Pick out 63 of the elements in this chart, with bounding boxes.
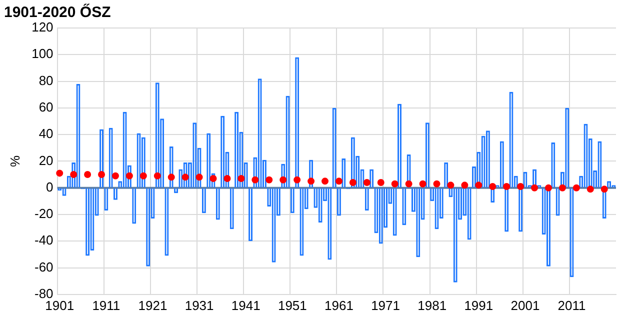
x-tick-label: 2001 — [510, 298, 540, 313]
point — [517, 183, 524, 190]
y-tick-label: 120 — [32, 20, 54, 35]
point — [56, 170, 64, 177]
point — [266, 176, 273, 184]
point — [140, 172, 147, 180]
point — [154, 172, 161, 180]
y-tick-label: 100 — [32, 46, 54, 62]
x-tick-label: 1931 — [184, 298, 214, 313]
y-tick-label: 80 — [38, 72, 54, 88]
point — [210, 175, 217, 182]
point — [544, 184, 552, 192]
point — [503, 183, 510, 190]
x-tick-label: 1961 — [324, 298, 354, 313]
point — [475, 182, 482, 189]
point — [280, 176, 287, 184]
x-tick-label: 1951 — [278, 298, 307, 313]
y-tick-label: 40 — [38, 126, 54, 142]
y-tick-label: 0 — [46, 179, 54, 194]
x-tick-label: 1911 — [92, 298, 120, 313]
point — [112, 172, 119, 180]
x-tick-label: 1941 — [231, 298, 260, 313]
x-tick-label: 1921 — [138, 298, 168, 313]
point — [363, 179, 370, 186]
point — [377, 179, 384, 186]
point — [572, 184, 580, 192]
point — [196, 174, 203, 181]
point — [252, 176, 259, 184]
point — [586, 186, 594, 193]
point — [70, 171, 78, 178]
point — [419, 180, 426, 188]
point — [335, 178, 342, 185]
point — [531, 184, 538, 192]
y-tick-label: -60 — [34, 259, 54, 274]
point — [294, 176, 301, 184]
point — [98, 171, 106, 178]
y-tick-label: 20 — [38, 152, 54, 168]
point — [322, 178, 329, 185]
x-tick-label: 1981 — [418, 298, 447, 313]
y-tick-label: -20 — [34, 206, 54, 222]
y-axis-title: % — [7, 154, 22, 167]
point — [600, 186, 608, 193]
point — [182, 174, 189, 181]
y-tick-label: 60 — [38, 100, 54, 114]
point — [489, 183, 496, 190]
point — [461, 182, 468, 189]
x-tick-label: 1991 — [464, 298, 494, 313]
y-tick-label: -40 — [34, 232, 54, 248]
chart-title: 1901-2020 ŐSZ — [4, 3, 111, 22]
point — [308, 178, 315, 185]
point — [168, 174, 175, 181]
point — [238, 175, 245, 182]
point — [84, 171, 92, 178]
point — [224, 175, 231, 182]
point — [433, 180, 440, 188]
x-tick-label: 2011 — [558, 298, 586, 313]
point — [349, 179, 356, 186]
point — [405, 180, 412, 188]
point — [126, 172, 133, 180]
point — [391, 180, 398, 188]
point — [558, 184, 566, 192]
point — [447, 182, 454, 189]
x-tick-label: 1971 — [371, 298, 400, 313]
